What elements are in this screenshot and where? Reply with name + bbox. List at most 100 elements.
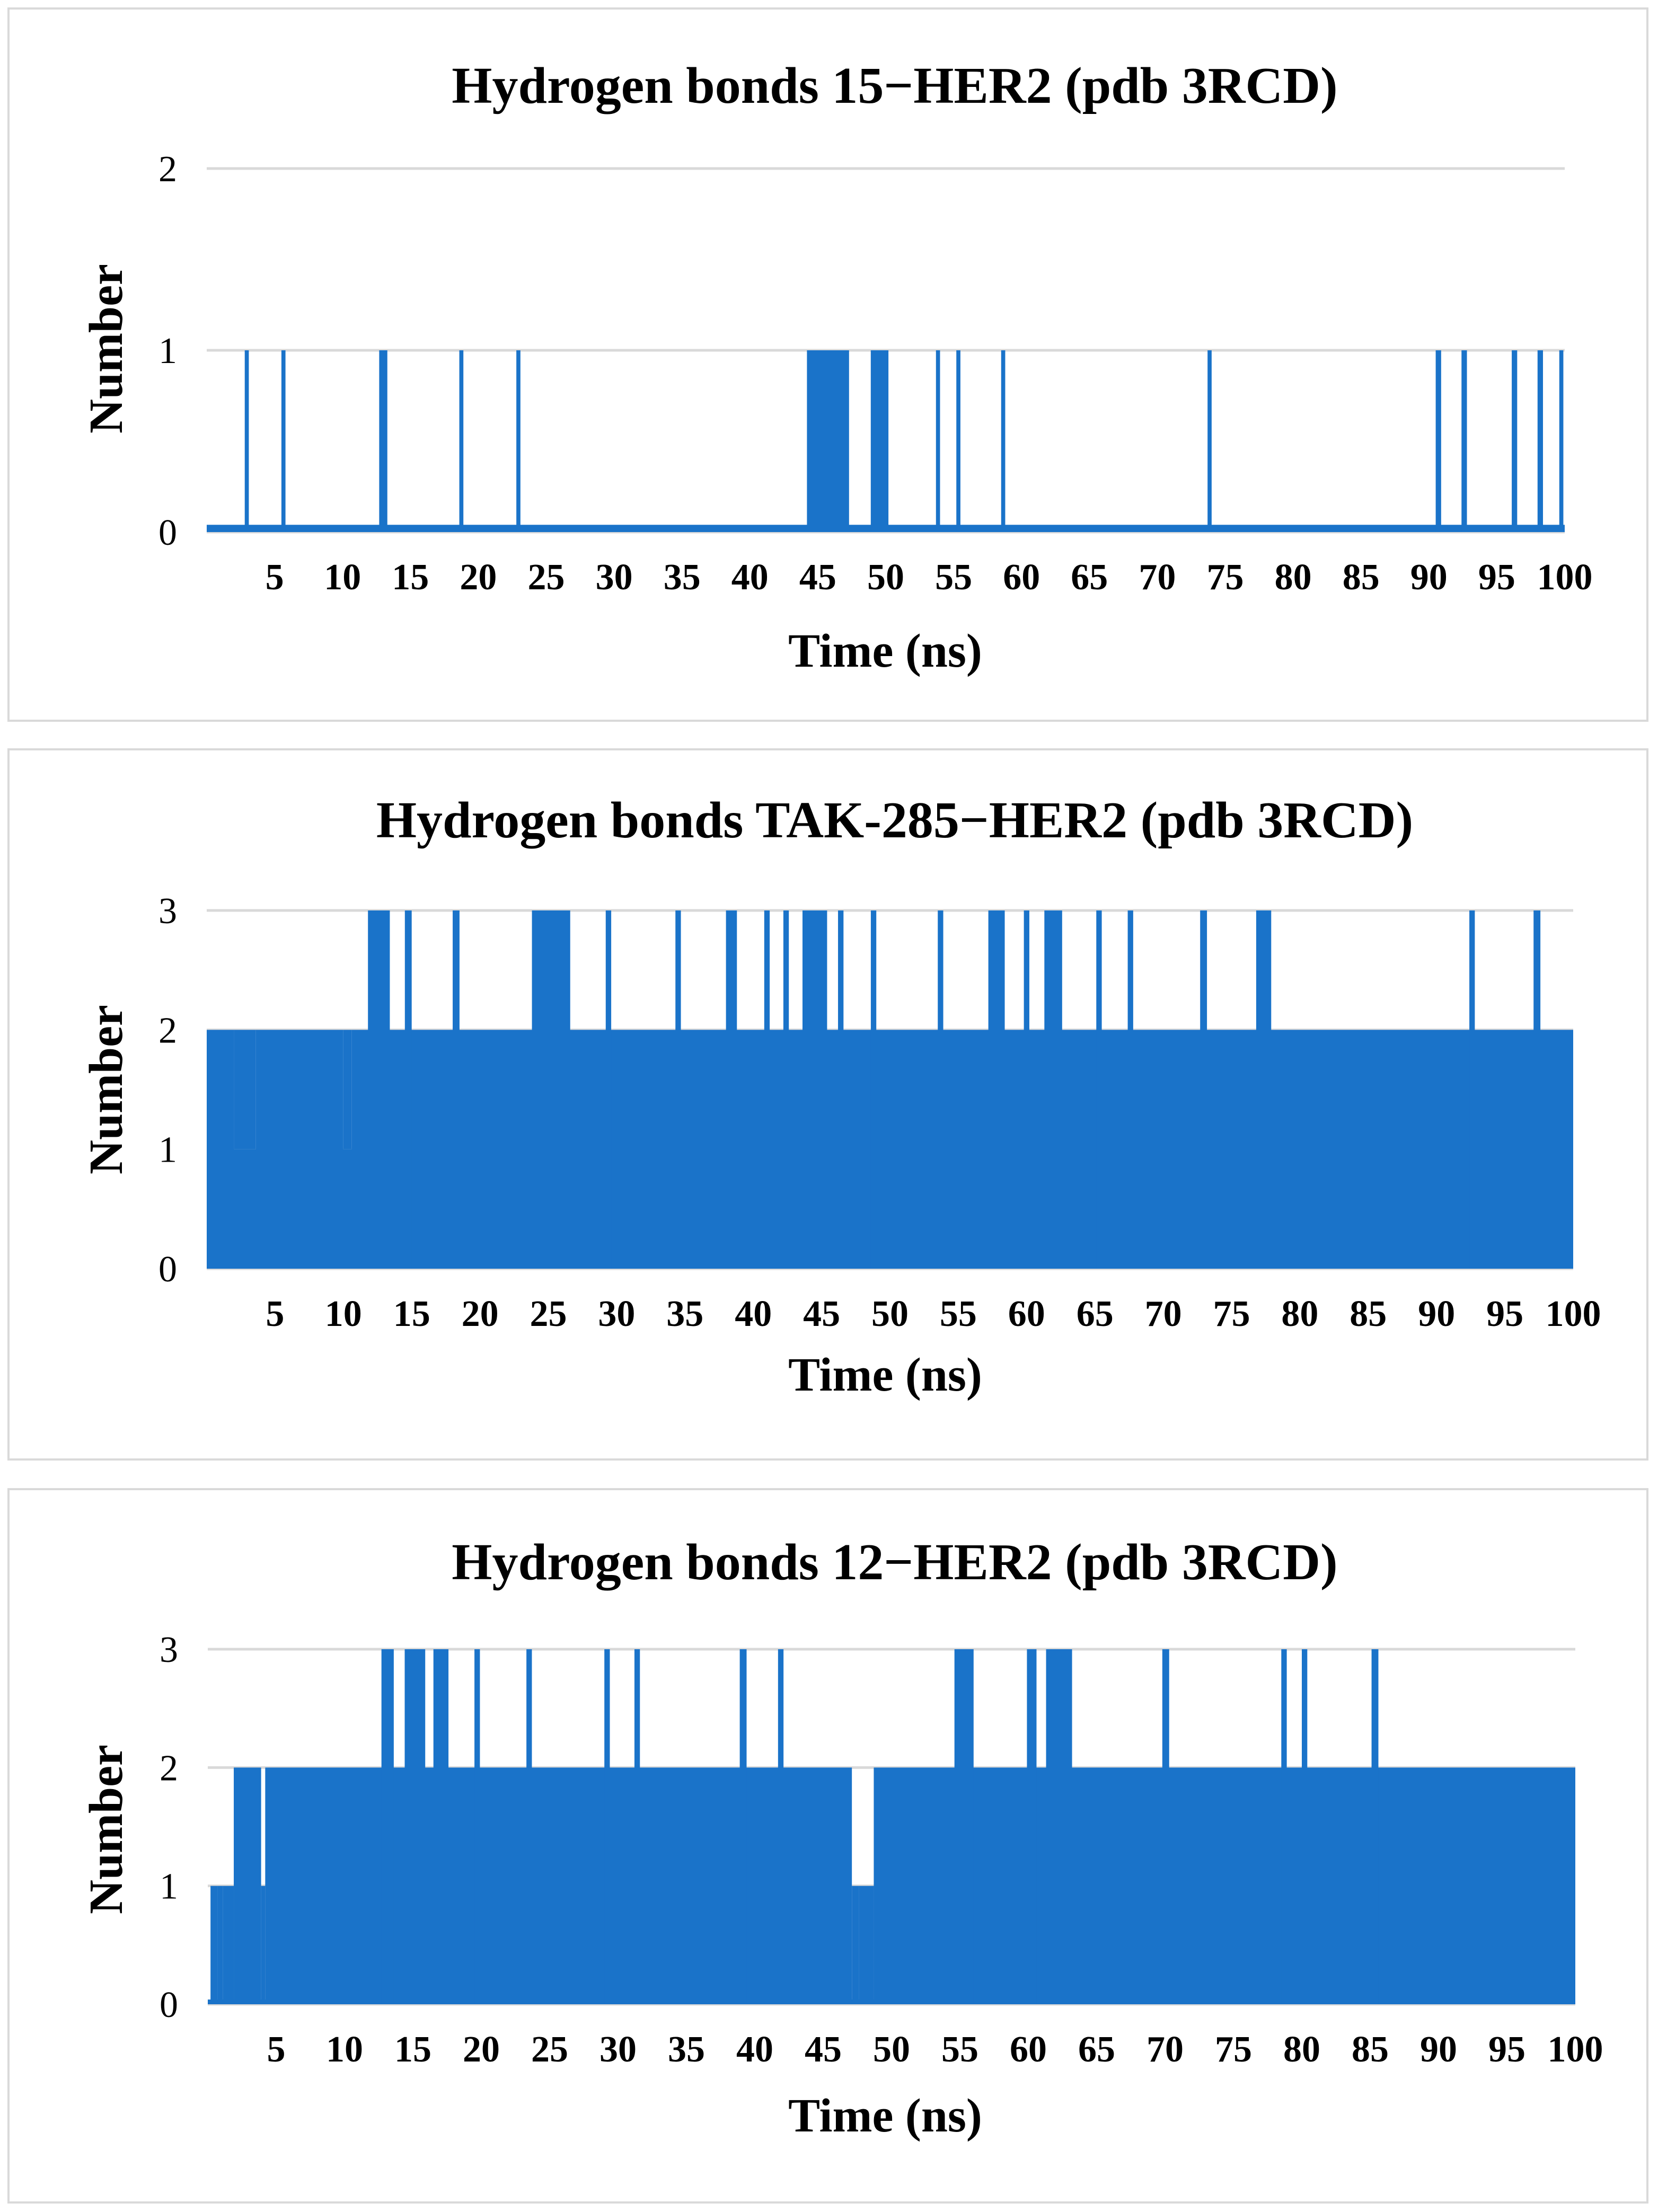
x-tick-label: 70 — [1147, 2029, 1184, 2070]
x-tick-label: 50 — [873, 2029, 910, 2070]
x-tick-label: 85 — [1352, 2029, 1389, 2070]
x-tick-label: 25 — [531, 2029, 568, 2070]
x-tick-label: 40 — [735, 1294, 772, 1334]
hbond-bar — [1512, 350, 1518, 532]
x-tick-label: 75 — [1215, 2029, 1252, 2070]
hbond-bar — [1281, 1649, 1287, 2004]
hbond-bar — [474, 1649, 480, 2004]
hbond-bar — [1200, 910, 1207, 1269]
hbond-bar — [1435, 350, 1441, 532]
hbond-bar — [433, 1649, 449, 2004]
hbond-bar — [368, 910, 390, 1269]
y-tick-label: 0 — [158, 512, 177, 553]
hbond-bar — [1469, 910, 1475, 1269]
hbond-bar — [634, 1649, 640, 2004]
y-tick-label: 0 — [158, 1249, 177, 1290]
hbond-bar — [1559, 350, 1564, 532]
chart-panel-3: Hydrogen bonds 12−HER2 (pdb 3RCD) 0 1 2 3 5… — [7, 1488, 1648, 2204]
x-tick-label: 100 — [1537, 557, 1593, 598]
x-tick-label: 55 — [935, 557, 972, 598]
x-tick-label: 25 — [530, 1294, 567, 1334]
hbond-bar — [207, 1030, 234, 1269]
x-tick-label: 30 — [599, 2029, 637, 2070]
x-tick-label: 90 — [1418, 1294, 1455, 1334]
x-axis-title: Time (ns) — [788, 1349, 982, 1401]
x-tick-label: 80 — [1281, 1294, 1318, 1334]
hbond-bar — [956, 350, 960, 532]
x-tick-label: 35 — [668, 2029, 705, 2070]
hbond-bar — [265, 1767, 852, 2004]
x-tick-label: 35 — [666, 1294, 703, 1334]
x-tick-label: 55 — [941, 2029, 978, 2070]
x-tick-label: 50 — [871, 1294, 909, 1334]
chart-3: Hydrogen bonds 12−HER2 (pdb 3RCD) 0 1 2 3 5… — [80, 1534, 1603, 2142]
x-tick-label: 80 — [1283, 2029, 1320, 2070]
hbond-bar — [459, 350, 464, 532]
hbond-bar — [532, 910, 570, 1269]
hbond-bar — [954, 1649, 974, 2004]
x-tick-label: 60 — [1008, 1294, 1045, 1334]
chart-panel-2: Hydrogen bonds TAK-285−HER2 (pdb 3RCD) 0… — [7, 748, 1648, 1461]
hbond-bar — [1024, 910, 1029, 1269]
chart-title: Hydrogen bonds 15−HER2 (pdb 3RCD) — [452, 57, 1337, 114]
chart-title: Hydrogen bonds 12−HER2 (pdb 3RCD) — [452, 1534, 1337, 1591]
hbond-bar — [261, 1886, 266, 2004]
hbond-bar — [1256, 910, 1272, 1269]
x-tick-label: 85 — [1343, 557, 1380, 598]
x-axis-title: Time (ns) — [788, 2090, 982, 2142]
hbond-bar — [838, 910, 844, 1269]
x-tick-label: 10 — [325, 1294, 362, 1334]
hbond-bar — [988, 910, 1005, 1269]
hbond-bar — [936, 350, 940, 532]
hbond-gap — [878, 1886, 881, 2004]
y-tick-label: 1 — [160, 1866, 178, 1907]
x-tick-label: 15 — [393, 1294, 430, 1334]
hbond-bar — [1046, 1649, 1072, 2004]
x-axis-title: Time (ns) — [788, 625, 982, 677]
x-tick-label: 85 — [1350, 1294, 1387, 1334]
y-tick-label: 3 — [160, 1630, 178, 1670]
x-tick-label: 70 — [1139, 557, 1176, 598]
hbond-bar — [453, 910, 460, 1269]
x-tick-label: 60 — [1010, 2029, 1047, 2070]
hbond-bar — [1207, 350, 1212, 532]
hbond-bar — [234, 1767, 261, 2004]
hbond-bar — [516, 350, 521, 532]
hbond-bar — [783, 910, 789, 1269]
hbond-bar — [604, 1649, 610, 2004]
hbond-bar — [1001, 350, 1006, 532]
hbond-gap — [859, 1886, 874, 2004]
y-axis-title: Number — [80, 1005, 133, 1174]
y-axis-title: Number — [80, 264, 133, 433]
x-tick-label: 30 — [598, 1294, 635, 1334]
x-tick-label: 55 — [940, 1294, 977, 1334]
x-tick-label: 80 — [1275, 557, 1312, 598]
x-tick-label: 90 — [1420, 2029, 1457, 2070]
x-tick-label: 100 — [1546, 1294, 1601, 1334]
y-tick-label: 0 — [160, 1985, 178, 2025]
x-tick-label: 40 — [736, 2029, 773, 2070]
hbond-bar — [605, 910, 612, 1269]
hbond-bar — [870, 910, 877, 1269]
hbond-bar — [870, 350, 889, 532]
hbond-bar — [210, 1886, 218, 2004]
x-tick-label: 90 — [1410, 557, 1448, 598]
hbond-bar — [778, 1649, 784, 2004]
x-tick-label: 20 — [462, 1294, 499, 1334]
x-tick-label: 65 — [1071, 557, 1108, 598]
hbond-bar — [381, 1649, 394, 2004]
chart-title: Hydrogen bonds TAK-285−HER2 (pdb 3RCD) — [376, 792, 1413, 849]
x-tick-label: 45 — [805, 2029, 842, 2070]
hbond-bar — [1044, 910, 1062, 1269]
x-tick-label: 65 — [1077, 1294, 1114, 1334]
x-tick-label: 60 — [1003, 557, 1040, 598]
hbond-bar — [526, 1649, 532, 2004]
hbond-bar — [1302, 1649, 1308, 2004]
hbond-bar — [404, 1649, 426, 2004]
hbond-bar — [281, 350, 286, 532]
hbond-bar — [379, 350, 387, 532]
hbond-bar — [244, 350, 249, 532]
hbond-bar — [1371, 1649, 1379, 2004]
